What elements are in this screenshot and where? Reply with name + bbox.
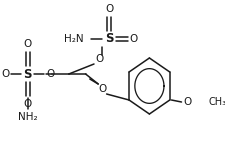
Text: CH₃: CH₃ — [208, 97, 225, 107]
Text: O: O — [183, 97, 191, 107]
Text: O: O — [46, 69, 54, 79]
Text: O: O — [24, 39, 32, 49]
Text: S: S — [105, 32, 113, 45]
Text: O: O — [95, 54, 103, 64]
Text: S: S — [23, 67, 32, 80]
Text: NH₂: NH₂ — [18, 112, 38, 122]
Text: O: O — [98, 84, 106, 94]
Text: O: O — [105, 4, 113, 14]
Text: O: O — [24, 99, 32, 109]
Text: O: O — [1, 69, 9, 79]
Text: H₂N: H₂N — [64, 34, 84, 44]
Text: O: O — [129, 34, 137, 44]
